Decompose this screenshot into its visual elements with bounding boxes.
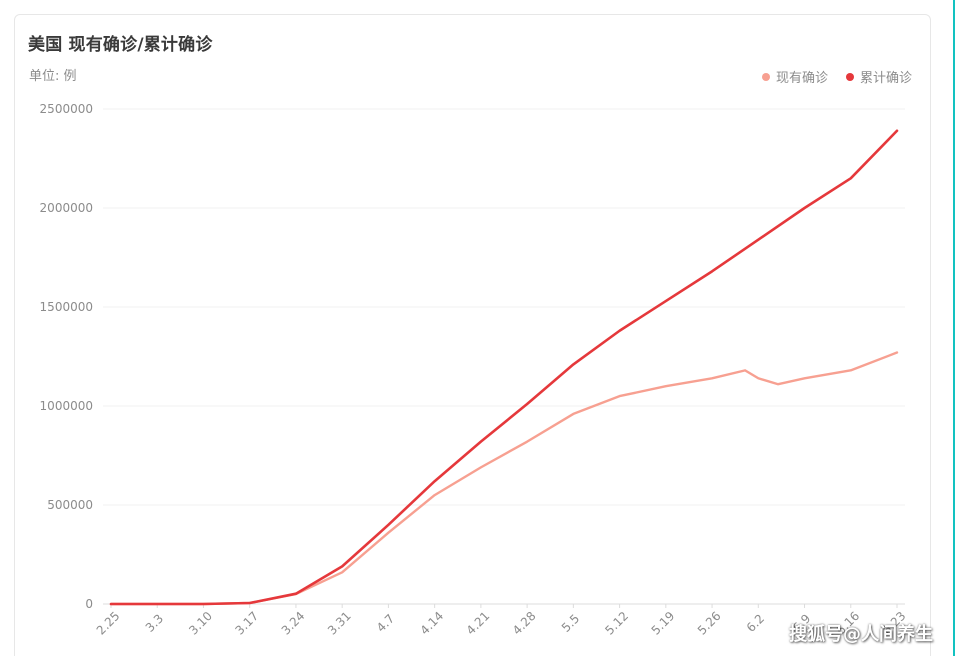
x-tick-label: 3.31 <box>325 609 354 638</box>
legend-dot-cumulative <box>845 72 854 81</box>
unit-label: 单位: 例 <box>29 69 77 84</box>
page-edge-strip <box>953 0 955 656</box>
legend-label-current: 现有确诊 <box>775 71 828 86</box>
legend-label-cumulative: 累计确诊 <box>859 71 912 86</box>
x-tick-label: 5.12 <box>602 609 631 638</box>
y-tick-label: 1000000 <box>40 399 93 413</box>
x-tick-label: 3.17 <box>232 609 261 638</box>
y-tick-label: 2000000 <box>40 201 93 215</box>
legend: 现有确诊 累计确诊 <box>761 67 912 86</box>
y-tick-label: 1500000 <box>40 300 93 314</box>
x-tick-label: 3.3 <box>143 611 166 634</box>
x-tick-label: 3.10 <box>186 609 215 638</box>
x-tick-label: 2.25 <box>94 609 123 638</box>
legend-item-cumulative[interactable]: 累计确诊 <box>845 67 912 86</box>
x-tick-label: 4.7 <box>374 611 397 634</box>
chart-card <box>14 14 931 656</box>
legend-dot-current <box>761 72 770 81</box>
x-tick-label: 5.26 <box>695 609 724 638</box>
y-tick-label: 0 <box>85 597 93 611</box>
y-tick-label: 2500000 <box>40 102 93 116</box>
x-tick-label: 4.14 <box>417 609 446 638</box>
y-tick-label: 500000 <box>47 498 93 512</box>
watermark-text: 搜狐号@人间养生 <box>789 624 933 645</box>
x-tick-label: 5.19 <box>649 609 678 638</box>
chart-title: 美国 现有确诊/累计确诊 <box>28 35 213 55</box>
legend-item-current[interactable]: 现有确诊 <box>761 67 828 86</box>
x-tick-label: 4.28 <box>510 609 539 638</box>
x-tick-label: 4.21 <box>464 609 493 638</box>
x-tick-label: 6.2 <box>744 611 767 634</box>
x-tick-label: 5.5 <box>559 611 582 634</box>
series-line-cumulative <box>109 129 899 606</box>
series-line-current <box>109 351 899 606</box>
x-tick-label: 3.24 <box>279 609 308 638</box>
